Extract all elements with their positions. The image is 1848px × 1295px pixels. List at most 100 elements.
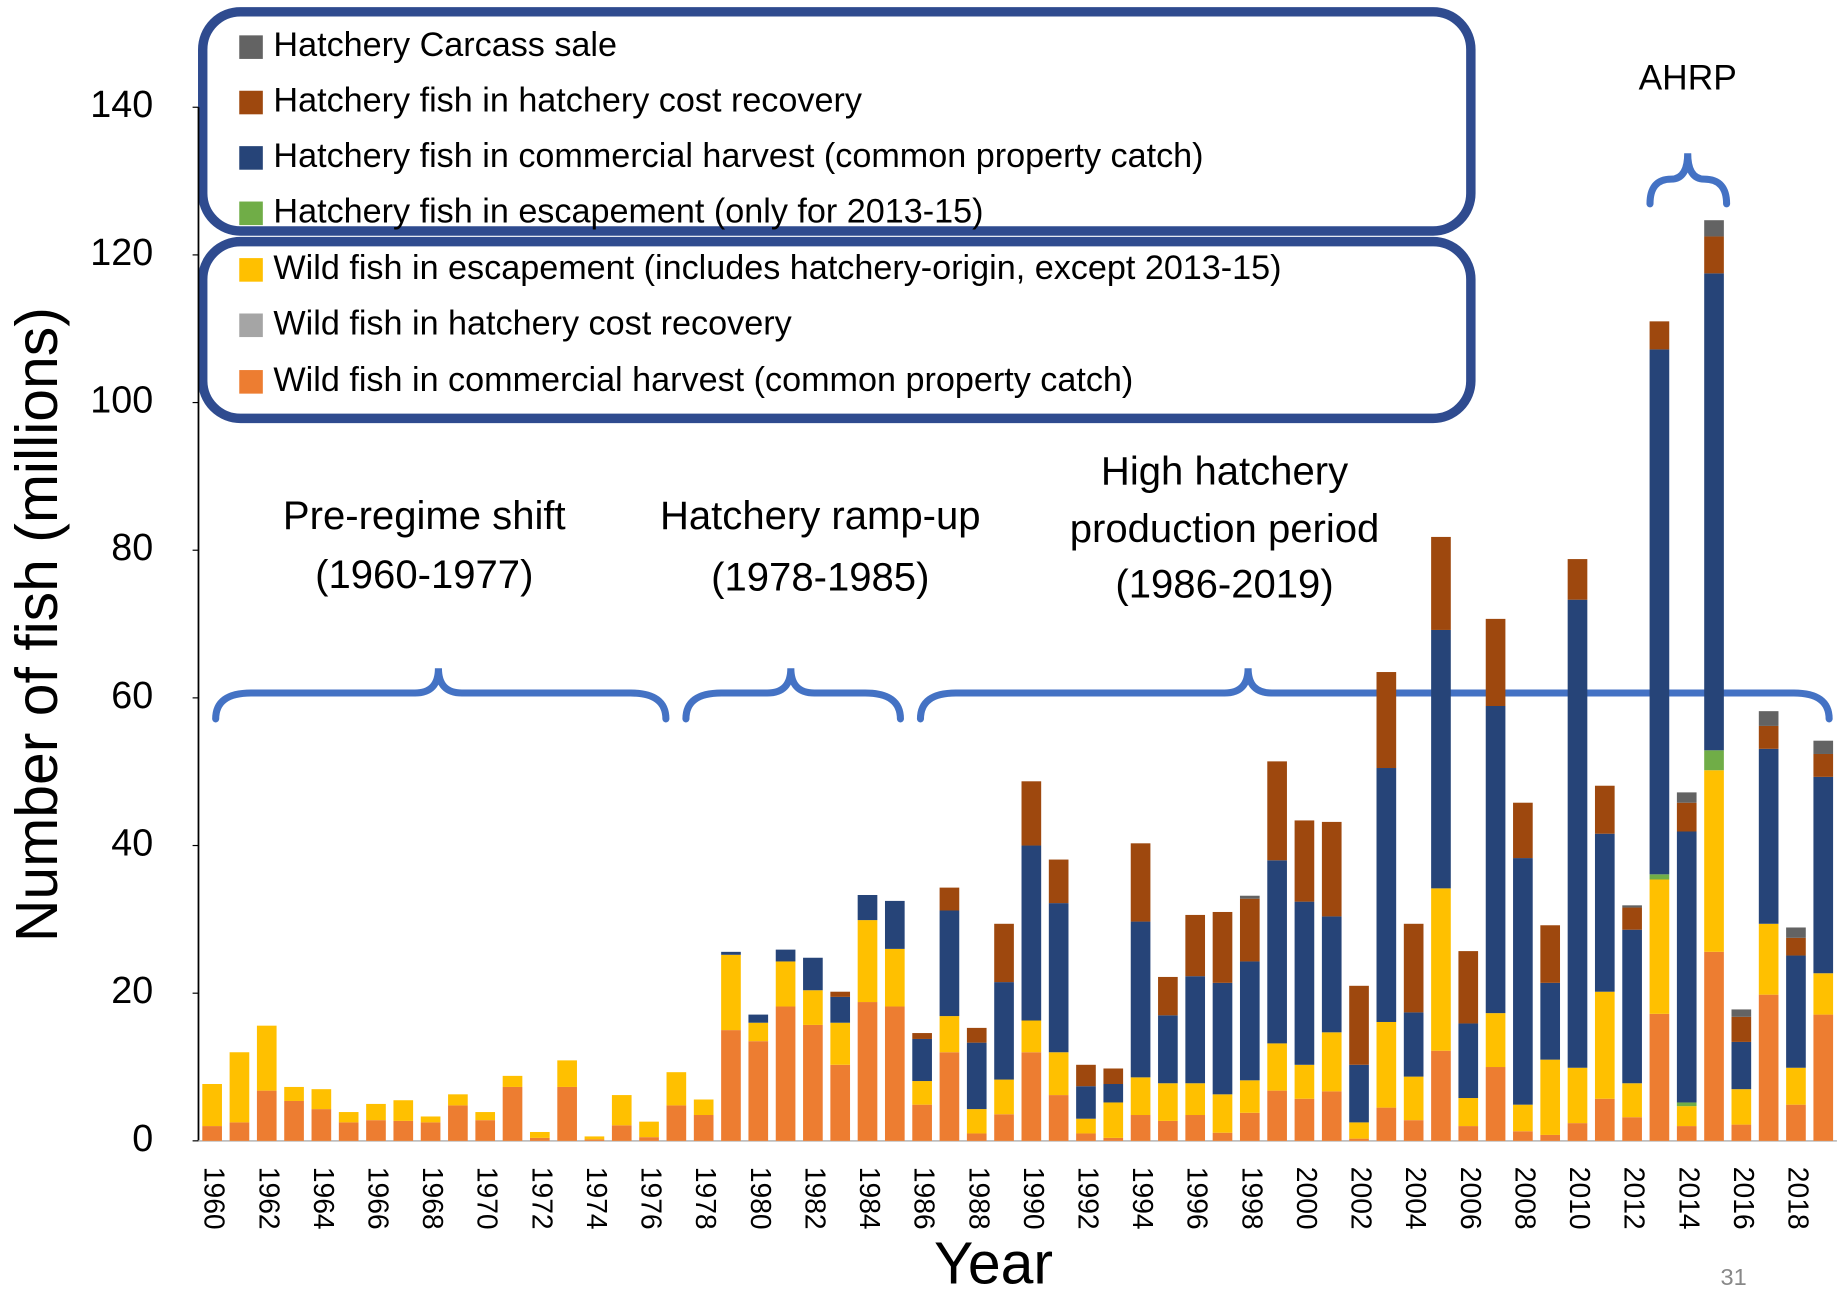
bar-segment: [966, 1109, 987, 1134]
bar-segment: [966, 1027, 987, 1043]
bar-segment: [1813, 753, 1834, 777]
bar-segment: [202, 1126, 222, 1141]
bar-segment: [611, 1095, 632, 1126]
x-tick-label: 1962: [253, 1167, 285, 1230]
legend-swatch: [239, 258, 263, 282]
bar-segment: [994, 982, 1014, 1080]
bar-segment: [1294, 820, 1315, 902]
bar-segment: [1212, 911, 1233, 983]
bar-segment: [1431, 888, 1451, 1051]
bar-segment: [1349, 1064, 1369, 1123]
x-tick-label: 2012: [1619, 1167, 1651, 1230]
bar-segment: [1731, 1009, 1752, 1017]
bar-segment: [1676, 1102, 1697, 1107]
x-tick-label: 1972: [526, 1167, 558, 1230]
bar-segment: [1349, 985, 1369, 1065]
bar-segment: [1239, 961, 1260, 1081]
bar-segment: [229, 1122, 250, 1141]
bar-segment: [1676, 831, 1697, 1103]
legend-swatch: [239, 35, 263, 59]
legend-swatch: [239, 146, 263, 170]
bar-segment: [366, 1120, 386, 1141]
bar-segment: [1704, 750, 1724, 771]
bar-segment: [857, 894, 878, 921]
bar-segment: [1485, 1013, 1506, 1068]
slide-number: 31: [1721, 1264, 1747, 1290]
bar-segment: [1021, 845, 1042, 1021]
bar-segment: [748, 1014, 769, 1023]
bar-segment: [1212, 1094, 1233, 1133]
bar-segment: [666, 1105, 687, 1141]
bar-segment: [994, 1079, 1014, 1115]
bar-segment: [1731, 1124, 1752, 1141]
bar-segment: [1431, 1050, 1451, 1141]
bar-segment: [1158, 1083, 1178, 1121]
bar-segment: [721, 1030, 741, 1141]
bar-segment: [1813, 776, 1834, 974]
bar-segment: [912, 1038, 932, 1082]
x-tick-label: 1978: [690, 1167, 722, 1230]
bar-segment: [1267, 1043, 1287, 1091]
brace: [212, 668, 670, 723]
bar-segment: [803, 990, 823, 1025]
y-tick-label: 60: [111, 674, 153, 716]
bar-segment: [1594, 991, 1615, 1099]
bar-segment: [1158, 1015, 1178, 1084]
bar-segment: [1048, 1095, 1069, 1141]
bar-segment: [1567, 1067, 1588, 1124]
bar-segment: [1185, 976, 1206, 1084]
bar-segment: [775, 961, 796, 1007]
bar-segment: [1731, 1041, 1752, 1090]
bar-segment: [1021, 1052, 1042, 1141]
bar-segment: [1458, 1098, 1479, 1127]
bar-segment: [1403, 1120, 1424, 1141]
bar-segment: [311, 1109, 332, 1141]
bar-segment: [1021, 1020, 1042, 1053]
bar-segment: [448, 1094, 468, 1106]
bar-segment: [1076, 1086, 1096, 1119]
bar-segment: [1294, 901, 1315, 1065]
brace: [916, 668, 1833, 723]
bar-segment: [502, 1086, 523, 1141]
bar-segment: [393, 1100, 414, 1121]
bar-segment: [639, 1137, 659, 1141]
bar-segment: [830, 1064, 851, 1141]
bar-segment: [1267, 1090, 1287, 1141]
bar-segment: [939, 1052, 960, 1141]
bar-segment: [1704, 273, 1724, 751]
legend-swatch: [239, 370, 263, 394]
bar-segment: [1048, 1052, 1069, 1096]
bar-segment: [1212, 1132, 1233, 1141]
bar-segment: [1786, 955, 1806, 1068]
bar-segment: [721, 951, 741, 955]
bar-segment: [1458, 951, 1479, 1024]
bar-segment: [1431, 629, 1451, 889]
y-tick-label: 40: [111, 822, 153, 864]
bar-segment: [1485, 1067, 1506, 1141]
bar-segment: [1021, 781, 1042, 846]
y-tick-label: 80: [111, 526, 153, 568]
bar-segment: [857, 1002, 878, 1141]
bar-segment: [1676, 1126, 1697, 1141]
bar-segment: [1786, 1104, 1806, 1141]
bar-segment: [912, 1033, 932, 1039]
bar-segment: [1376, 1021, 1397, 1108]
bar-segment: [1267, 761, 1287, 861]
bar-segment: [1649, 321, 1670, 350]
bar-segment: [1513, 1104, 1533, 1132]
bar-segment: [1130, 1077, 1151, 1116]
bar-segment: [1758, 923, 1779, 995]
bar-segment: [284, 1100, 304, 1141]
bar-segment: [611, 1125, 632, 1141]
bar-segment: [557, 1086, 577, 1141]
bar-segment: [1103, 1102, 1124, 1138]
x-tick-label: 1966: [363, 1167, 395, 1230]
legend-frame-wild: [198, 236, 1476, 424]
bar-segment: [1540, 925, 1561, 983]
bar-segment: [1676, 1106, 1697, 1127]
bar-segment: [338, 1112, 359, 1123]
bar-segment: [1704, 236, 1724, 274]
bar-segment: [1594, 1098, 1615, 1141]
bar-segment: [939, 910, 960, 1017]
bar-segment: [311, 1089, 332, 1110]
